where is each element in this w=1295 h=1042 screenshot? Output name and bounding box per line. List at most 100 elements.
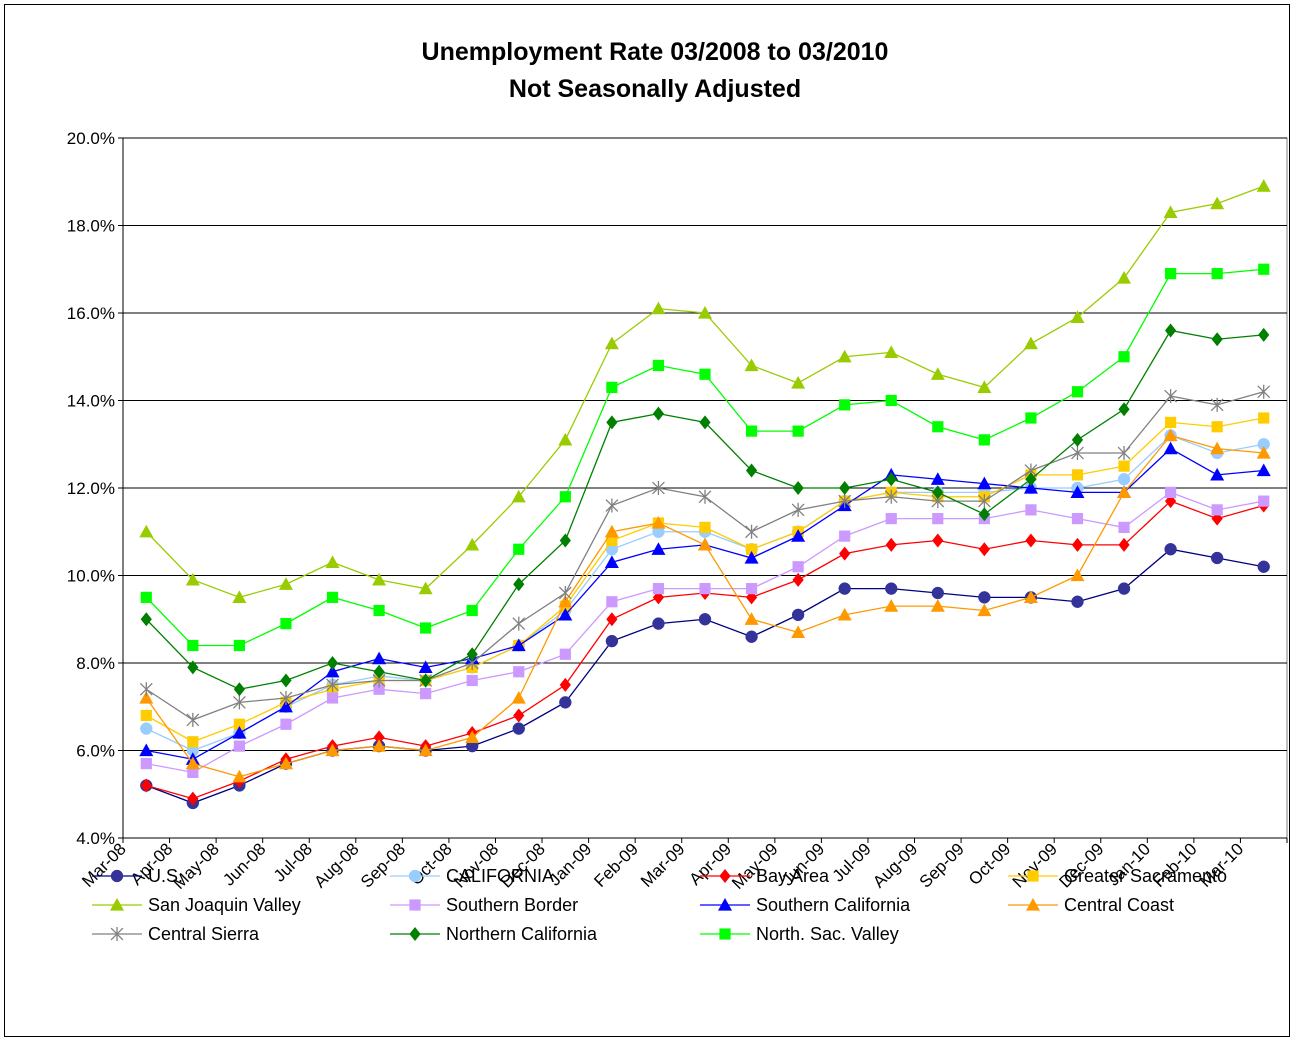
data-point — [1117, 485, 1132, 498]
y-tick-label: 6.0% — [76, 742, 115, 761]
data-point — [885, 582, 898, 595]
data-point — [651, 301, 666, 315]
data-point — [837, 607, 852, 621]
data-point — [1164, 543, 1177, 556]
legend-item: Southern Border — [390, 895, 578, 915]
legend-item: Central Coast — [1008, 895, 1174, 915]
data-point — [326, 656, 339, 670]
data-point — [559, 533, 571, 548]
x-tick-label: Jun-08 — [219, 839, 269, 889]
data-point — [978, 542, 990, 557]
data-point — [745, 463, 758, 478]
data-point — [978, 507, 990, 522]
data-point — [719, 928, 731, 940]
data-point — [140, 612, 152, 627]
data-point — [233, 740, 245, 752]
data-point — [232, 695, 246, 710]
x-tick-label: Jul-09 — [829, 839, 875, 885]
data-point — [513, 666, 525, 678]
data-point — [978, 434, 990, 446]
data-point — [513, 577, 525, 592]
data-point — [1164, 389, 1178, 404]
data-point — [1117, 271, 1132, 284]
data-point — [699, 368, 711, 380]
data-point — [791, 502, 805, 517]
data-point — [513, 708, 525, 723]
data-point — [278, 699, 293, 713]
y-tick-label: 10.0% — [67, 567, 115, 586]
legend-item: San Joaquin Valley — [92, 895, 301, 915]
data-point — [839, 530, 851, 542]
data-point — [511, 489, 526, 503]
data-point — [839, 546, 851, 561]
data-point — [651, 542, 666, 555]
data-point — [1025, 504, 1037, 516]
legend-label: Southern Border — [446, 895, 578, 915]
data-point — [1070, 485, 1085, 498]
data-point — [1256, 463, 1271, 477]
data-point — [606, 415, 618, 430]
legend-label: Central Sierra — [148, 924, 260, 944]
legend-label: CALIFORNIA — [446, 866, 554, 886]
data-point — [652, 583, 665, 595]
data-point — [1023, 590, 1038, 603]
data-point — [792, 425, 804, 437]
data-point — [698, 537, 712, 551]
data-point — [1071, 446, 1084, 460]
data-point — [558, 432, 573, 446]
data-point — [372, 651, 387, 665]
data-point — [652, 406, 665, 421]
y-tick-label: 14.0% — [67, 392, 115, 411]
data-point — [466, 674, 478, 687]
data-point — [1210, 467, 1225, 481]
data-point — [420, 622, 432, 634]
data-point — [1211, 504, 1223, 516]
data-point — [326, 677, 339, 692]
data-point — [1070, 310, 1085, 323]
data-point — [1258, 495, 1270, 507]
data-point — [930, 472, 945, 485]
data-point — [792, 572, 804, 587]
data-point — [606, 534, 618, 547]
data-point — [1026, 898, 1040, 911]
data-point — [280, 673, 292, 688]
data-point — [1071, 595, 1084, 608]
data-point — [140, 778, 152, 793]
data-point — [699, 583, 711, 595]
data-point — [559, 648, 571, 660]
data-point — [1118, 402, 1130, 417]
data-point — [140, 709, 152, 722]
y-axis: 4.0% 6.0% 8.0% 10.0% 12.0% 14.0% 16.0% 18.0% 20.… — [67, 129, 124, 848]
data-point — [232, 726, 247, 739]
legend-label: Greater Sacramento — [1064, 866, 1227, 886]
data-point — [698, 489, 712, 504]
y-tick-label: 4.0% — [76, 829, 115, 848]
data-point — [698, 613, 712, 626]
gridlines — [123, 137, 1287, 751]
data-point — [1071, 537, 1084, 552]
x-tick-label: Apr-09 — [686, 839, 736, 889]
data-point — [606, 612, 618, 627]
x-tick-label: Jul-08 — [270, 839, 316, 885]
legend-item: Southern California — [700, 895, 911, 915]
data-point — [1163, 205, 1178, 218]
data-point — [744, 358, 759, 372]
data-point — [512, 616, 526, 631]
y-tick-label: 18.0% — [67, 217, 115, 236]
data-point — [930, 367, 945, 380]
data-point — [1071, 513, 1084, 525]
data-point — [791, 529, 806, 542]
series-group — [139, 179, 1271, 810]
data-point — [110, 869, 124, 883]
data-point — [885, 537, 897, 552]
x-tick-label: Sep-08 — [357, 839, 409, 891]
data-point — [932, 421, 944, 433]
legend-item: CALIFORNIA — [390, 866, 554, 886]
data-point — [185, 572, 200, 586]
data-point — [373, 730, 385, 745]
data-point — [1211, 268, 1223, 280]
data-point — [792, 561, 804, 573]
data-point — [606, 381, 618, 393]
x-tick-label: Sep-09 — [916, 839, 968, 891]
data-point — [978, 591, 991, 604]
